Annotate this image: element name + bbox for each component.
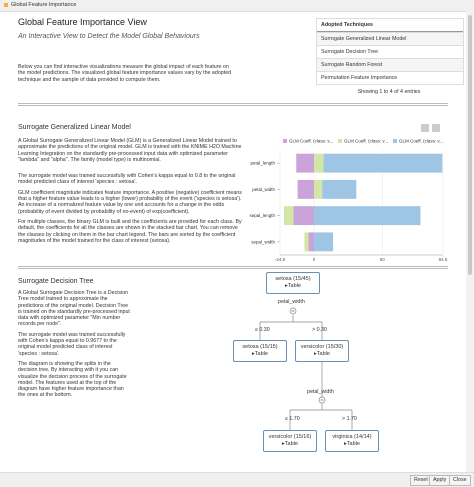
- bar: [296, 153, 314, 173]
- bar: [313, 179, 323, 199]
- table-row[interactable]: Permutation Feature Importance: [317, 71, 463, 84]
- table-header: Adopted Techniques: [317, 18, 463, 32]
- x-tick-label: 0: [313, 257, 316, 262]
- node-label: virginica (14/14): [332, 434, 372, 440]
- tree-text: A Global Surrogate Decision Tree is a De…: [18, 290, 130, 403]
- paragraph: A Global Surrogate Decision Tree is a De…: [18, 290, 130, 328]
- node-link[interactable]: ▸Table: [285, 283, 301, 289]
- bar: [313, 153, 324, 173]
- node-link[interactable]: ▸Table: [282, 441, 298, 447]
- y-tick-label: petal_length: [250, 161, 275, 166]
- split-feature: petal_width: [278, 299, 305, 305]
- techniques-table: Adopted Techniques Surrogate Generalized…: [316, 18, 464, 85]
- paragraph: The surrogate model was trained successf…: [18, 173, 236, 186]
- split-feature: petal_width: [307, 389, 334, 395]
- paragraph: The diagram is showing the splits in the…: [18, 360, 127, 399]
- paragraph: A Global Surrogate Generalized Linear Mo…: [18, 138, 242, 163]
- section-title: Surrogate Generalized Linear Model: [18, 124, 131, 131]
- bar: [313, 232, 334, 252]
- page-title: Global Feature Importance View: [18, 17, 147, 27]
- bar: [283, 206, 294, 226]
- node-link[interactable]: ▸Table: [344, 441, 360, 447]
- paragraph: For multiple classes, the binary GLM is …: [18, 218, 242, 244]
- bar: [322, 179, 357, 199]
- node-label: versicolor (15/16): [268, 434, 312, 440]
- bar: [297, 179, 314, 199]
- table-row[interactable]: Surrogate Generalized Linear Model: [317, 32, 463, 45]
- paragraph: The surrogate model was trained successf…: [18, 331, 126, 357]
- node-link-text[interactable]: Table: [316, 351, 330, 357]
- x-tick-label: -24.9: [275, 257, 286, 262]
- separator: [18, 266, 448, 269]
- legend-swatch: [338, 139, 342, 143]
- scrollbar[interactable]: [466, 11, 474, 472]
- bar: [313, 206, 421, 226]
- table-row[interactable]: Surrogate Decision Tree: [317, 45, 463, 58]
- node-link-text[interactable]: Table: [346, 441, 360, 447]
- node-label: setosa (15/45): [275, 276, 311, 282]
- button-bar: [0, 472, 474, 487]
- x-tick-label: 50: [380, 257, 386, 262]
- tree-node[interactable]: versicolor (15/30) ▸Table: [295, 340, 349, 362]
- y-tick-label: sepal_length: [249, 213, 275, 218]
- title-bar: Global Feature Importance: [0, 0, 474, 12]
- table-info: Showing 1 to 4 of 4 entries: [357, 89, 421, 95]
- table-row[interactable]: Surrogate Random Forest: [317, 58, 463, 71]
- y-tick-label: sepal_width: [251, 239, 275, 244]
- separator: [18, 103, 448, 106]
- split-right: > 1.70: [342, 416, 357, 422]
- legend-swatch: [283, 139, 287, 143]
- node-label: setosa (15/15): [242, 344, 278, 350]
- bar: [293, 206, 314, 226]
- glm-text: A Global Surrogate Generalized Linear Mo…: [18, 138, 243, 248]
- bar: [304, 232, 309, 252]
- split-right: > 0.30: [312, 327, 327, 333]
- tree-node[interactable]: versicolor (15/16) ▸Table: [263, 430, 317, 452]
- legend-label: GLM Coeff. (class: v...: [344, 139, 388, 144]
- apply-button[interactable]: Apply: [429, 475, 451, 486]
- split-left: ≤ 0.30: [255, 327, 270, 333]
- tree-node[interactable]: setosa (15/45) ▸Table: [266, 272, 320, 294]
- y-tick-label: petal_width: [252, 187, 275, 192]
- scroll-thumb[interactable]: [468, 15, 472, 275]
- legend-label: GLM Coeff. (class: s...: [289, 139, 333, 144]
- x-tick-label: 94.5: [439, 257, 448, 262]
- close-button[interactable]: Close: [449, 475, 471, 486]
- tree-node[interactable]: setosa (15/15) ▸Table: [233, 340, 287, 362]
- node-link-text[interactable]: Table: [284, 441, 298, 447]
- bar: [308, 232, 314, 252]
- legend-swatch: [393, 139, 397, 143]
- window-title: Global Feature Importance: [11, 2, 77, 8]
- chart-settings-button[interactable]: [421, 124, 429, 132]
- tree-node[interactable]: virginica (14/14) ▸Table: [325, 430, 379, 452]
- split-left: ≤ 1.70: [285, 416, 300, 422]
- app-icon: [4, 3, 8, 7]
- node-label: versicolor (15/30): [300, 344, 344, 350]
- intro-text: Below you can find interactive visualiza…: [18, 64, 232, 83]
- bar: [323, 153, 443, 173]
- section-title: Surrogate Decision Tree: [18, 278, 94, 285]
- node-link[interactable]: ▸Table: [252, 351, 268, 357]
- node-link-text[interactable]: Table: [254, 351, 268, 357]
- node-link-text[interactable]: Table: [287, 283, 301, 289]
- paragraph: GLM coefficient magnitude indicates feat…: [18, 189, 242, 215]
- legend-label: GLM Coeff. (class: v...: [399, 139, 443, 144]
- chart-fullscreen-button[interactable]: [432, 124, 440, 132]
- page-subtitle: An Interactive View to Detect the Model …: [18, 33, 200, 40]
- node-link[interactable]: ▸Table: [314, 351, 330, 357]
